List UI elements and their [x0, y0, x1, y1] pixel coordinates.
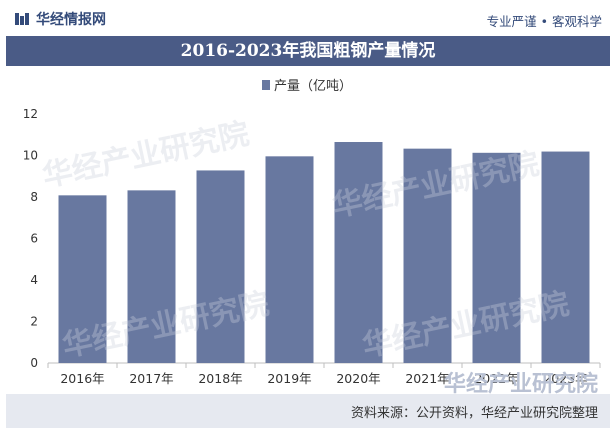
bar	[403, 148, 452, 363]
source-note: 资料来源：公开资料，华经产业研究院整理	[6, 394, 610, 428]
brand-slogan: 专业严谨 • 客观科学	[486, 14, 602, 29]
bar	[472, 152, 521, 363]
source-text: 资料来源：公开资料，华经产业研究院整理	[350, 406, 598, 421]
y-tick-label: 12	[23, 107, 38, 121]
y-tick-label: 4	[30, 273, 38, 287]
x-tick-label: 2023年	[543, 371, 587, 386]
x-tick-label: 2021年	[405, 371, 449, 386]
bar	[541, 151, 590, 363]
x-tick-label: 2017年	[129, 371, 173, 386]
legend-label: 产量（亿吨）	[274, 79, 352, 94]
brand[interactable]: 华经情报网	[14, 9, 106, 29]
top-bar: 华经情报网 专业严谨 • 客观科学	[0, 0, 616, 36]
bar	[127, 190, 176, 363]
x-tick-label: 2019年	[267, 371, 311, 386]
x-tick-label: 2018年	[198, 371, 242, 386]
bar	[334, 142, 383, 363]
x-tick-label: 2016年	[60, 371, 104, 386]
bar-chart: 产量（亿吨） 0 2 4 6 8 10 12 2016年 2017年 2018年 2019年 2020年…	[23, 79, 601, 386]
watermark-logo: 华经产业研究院	[443, 372, 598, 397]
brand-name: 华经情报网	[36, 12, 106, 28]
y-tick-label: 8	[30, 190, 38, 204]
x-tick-label: 2020年	[336, 371, 380, 386]
legend-swatch	[262, 80, 270, 90]
bar	[196, 170, 245, 363]
y-tick-label: 2	[30, 315, 38, 329]
y-tick-label: 6	[30, 232, 38, 246]
y-tick-label: 0	[30, 356, 38, 370]
chart-title: 2016-2023年我国粗钢产量情况	[6, 36, 610, 66]
bar	[58, 195, 107, 363]
y-tick-label: 10	[23, 149, 38, 163]
brand-logo-icon	[15, 13, 29, 25]
bar	[265, 156, 314, 363]
x-tick-label: 2022年	[474, 371, 518, 386]
